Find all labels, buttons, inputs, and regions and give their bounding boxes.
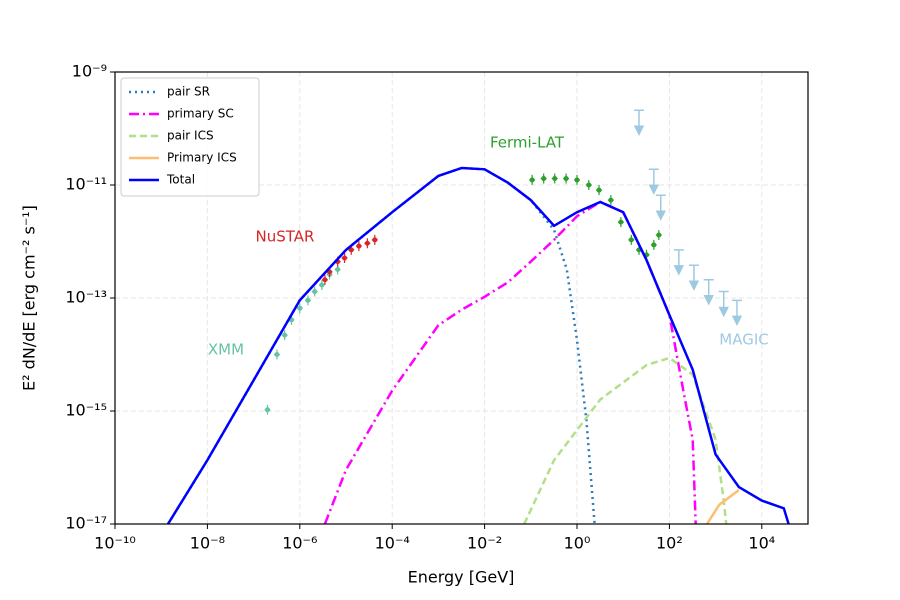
x-tick-label: 10² (656, 534, 683, 553)
x-tick-label: 10⁻² (467, 534, 502, 553)
data-point (312, 289, 318, 295)
dataset-label: NuSTAR (256, 228, 315, 246)
data-point (586, 182, 592, 188)
y-tick-label: 10⁻¹¹ (65, 175, 107, 194)
plot-area (166, 109, 790, 524)
data-point (322, 277, 328, 283)
legend-label: primary SC (167, 107, 234, 121)
data-point (563, 176, 569, 182)
series-line (705, 489, 740, 524)
upper-limit (633, 109, 645, 136)
data-point (596, 187, 602, 193)
upper-limit (688, 264, 700, 291)
data-point (364, 240, 370, 246)
data-point (342, 255, 348, 261)
data-point (319, 282, 325, 288)
x-tick-label: 10⁻⁴ (375, 534, 410, 553)
data-point (348, 247, 354, 253)
plot-frame (114, 71, 809, 525)
legend-box (120, 77, 260, 197)
upper-limit (718, 290, 729, 318)
x-tick-label: 10⁰ (564, 534, 591, 553)
data-point (356, 243, 362, 249)
x-tick-label: 10⁻¹⁰ (94, 534, 136, 553)
data-point (608, 197, 614, 203)
data-point (282, 332, 288, 338)
data-point (372, 237, 378, 243)
y-tick-label: 10⁻⁹ (72, 62, 107, 81)
data-point (297, 305, 303, 311)
y-axis-label: E² dN/dE [erg cm⁻² s⁻¹] (20, 205, 39, 391)
dataset-label: Fermi-LAT (490, 134, 565, 152)
data-point (529, 177, 535, 183)
x-tick-label: 10⁴ (748, 534, 775, 553)
series-line (166, 166, 790, 524)
data-point (628, 237, 634, 243)
data-point (305, 297, 311, 303)
series-line (323, 200, 697, 524)
y-tick-label: 10⁻¹⁵ (65, 401, 107, 420)
data-point (656, 232, 662, 238)
data-point (651, 242, 657, 248)
x-axis-label: Energy [GeV] (408, 568, 515, 587)
legend-label: pair SR (167, 85, 210, 99)
data-point (618, 219, 624, 225)
data-point (574, 177, 580, 183)
upper-limit (731, 299, 743, 326)
y-tick-label: 10⁻¹³ (65, 288, 107, 307)
legend-label: Primary ICS (167, 151, 237, 165)
upper-limit (655, 194, 666, 221)
legend-label: Total (166, 173, 195, 187)
upper-limit (673, 249, 685, 276)
upper-limit (648, 168, 660, 195)
data-point (541, 176, 547, 182)
y-tick-label: 10⁻¹⁷ (65, 514, 107, 533)
series-line (523, 356, 728, 524)
legend-label: pair ICS (167, 129, 214, 143)
data-point (335, 266, 341, 272)
upper-limit (703, 279, 714, 306)
x-tick-label: 10⁻⁸ (190, 534, 225, 553)
x-tick-label: 10⁻⁶ (282, 534, 317, 553)
data-point (274, 352, 280, 357)
data-point (265, 407, 271, 413)
dataset-label: XMM (208, 341, 244, 359)
dataset-label: MAGIC (719, 331, 768, 349)
data-point (552, 176, 558, 182)
